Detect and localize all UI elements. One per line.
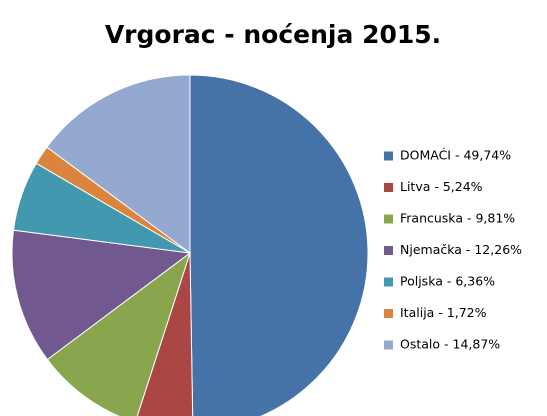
legend-swatch — [384, 309, 393, 318]
legend-swatch — [384, 183, 393, 192]
legend-label: Njemačka - 12,26% — [400, 242, 522, 257]
legend-label: Ostalo - 14,87% — [400, 337, 500, 352]
pie-slice — [189, 74, 369, 416]
pie-slice — [11, 229, 192, 361]
legend-swatch — [384, 246, 393, 255]
legend-swatch — [384, 340, 393, 350]
legend-swatch — [384, 277, 393, 287]
pie-slice — [136, 252, 194, 416]
legend-label: Italija - 1,72% — [400, 305, 487, 320]
legend-swatch — [384, 214, 393, 224]
pie-slice — [46, 74, 191, 254]
legend-swatch — [384, 151, 393, 161]
legend-label: Francuska - 9,81% — [400, 211, 515, 226]
chart-title: Vrgorac - noćenja 2015. — [105, 20, 441, 49]
legend-label: Litva - 5,24% — [400, 179, 483, 194]
legend-label: Poljska - 6,36% — [400, 274, 495, 289]
legend-label: DOMAĆI - 49,74% — [400, 148, 511, 163]
pie-slice — [46, 251, 191, 416]
